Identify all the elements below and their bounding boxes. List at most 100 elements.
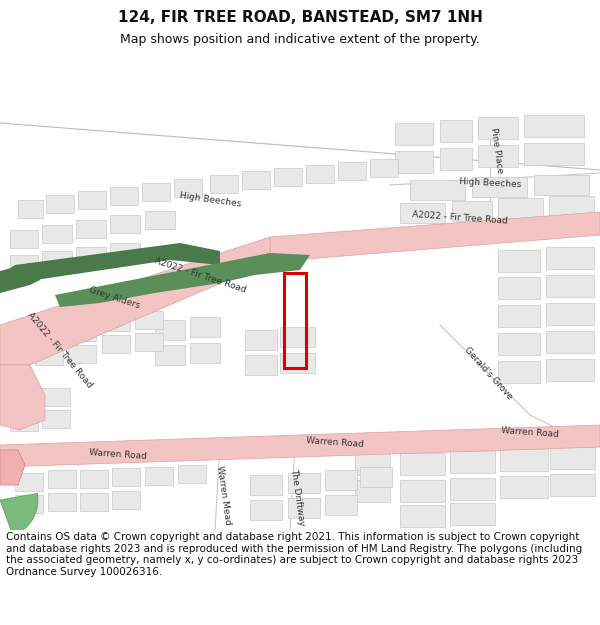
Polygon shape [0,425,600,467]
Bar [10,390,38,408]
Bar [35,347,63,365]
Polygon shape [0,237,270,365]
Bar [242,171,270,189]
Bar [174,179,202,197]
Polygon shape [0,243,220,293]
Bar [80,493,108,511]
Bar [80,470,108,488]
Bar [524,115,584,137]
Bar [400,505,445,527]
Bar [274,168,302,186]
Bar [18,200,43,218]
Bar [546,303,594,325]
Text: A2022 - Fir Tree Road: A2022 - Fir Tree Road [26,311,94,389]
Bar [42,410,70,428]
Text: Warren Road: Warren Road [89,449,147,461]
Text: Gerald's Grove: Gerald's Grove [462,345,514,401]
Bar [450,451,495,473]
Bar [355,480,390,502]
Bar [42,251,72,269]
Bar [110,187,138,205]
Text: Warren Mead: Warren Mead [215,465,233,525]
Bar [440,120,472,142]
Text: A2022 - Fir Tree Road: A2022 - Fir Tree Road [153,256,247,294]
Bar [48,470,76,488]
Bar [400,453,445,475]
Bar [550,447,595,469]
Bar [250,475,282,495]
Bar [245,330,277,350]
Bar [48,493,76,511]
Text: Warren Road: Warren Road [306,436,364,449]
Bar [500,449,548,471]
Bar [15,495,43,513]
Bar [400,203,445,223]
Bar [546,247,594,269]
Bar [210,175,238,193]
Bar [370,159,398,177]
Bar [534,175,589,195]
Bar [102,313,130,331]
Bar [142,183,170,201]
Bar [250,500,282,520]
Bar [498,305,540,327]
Text: Pine Place: Pine Place [490,126,505,174]
Bar [498,277,540,299]
Bar [112,468,140,486]
Polygon shape [0,450,25,485]
Bar [500,476,548,498]
Text: High Beeches: High Beeches [459,177,521,189]
Bar [145,211,175,229]
Bar [288,473,320,493]
Bar [549,196,594,216]
Bar [35,325,63,343]
Bar [498,333,540,355]
Text: A2022 - Fir Tree Road: A2022 - Fir Tree Road [412,210,508,226]
Bar [110,215,140,233]
Bar [325,470,357,490]
Bar [190,317,220,337]
Bar [112,491,140,509]
Bar [68,323,96,341]
Text: The Driftway: The Driftway [290,468,307,526]
Bar [46,195,74,213]
Polygon shape [270,212,600,262]
Polygon shape [0,263,40,293]
Bar [450,478,495,500]
Text: 124, FIR TREE ROAD, BANSTEAD, SM7 1NH: 124, FIR TREE ROAD, BANSTEAD, SM7 1NH [118,9,482,24]
Bar [498,198,543,218]
Bar [15,473,43,491]
Polygon shape [55,253,310,307]
Bar [450,503,495,525]
Bar [76,220,106,238]
Bar [284,273,306,368]
Bar [360,467,392,487]
Bar [498,361,540,383]
Bar [135,311,163,329]
Text: Map shows position and indicative extent of the property.: Map shows position and indicative extent… [120,32,480,46]
Bar [280,353,315,373]
Bar [10,230,38,248]
Bar [395,151,433,173]
Bar [546,331,594,353]
Bar [524,143,584,165]
Bar [478,145,518,167]
Bar [68,345,96,363]
Bar [145,467,173,485]
Bar [355,453,390,475]
Bar [280,327,315,347]
Text: Grey Alders: Grey Alders [88,286,142,311]
Bar [338,162,366,180]
Bar [440,148,472,170]
Bar [288,498,320,518]
Bar [472,177,527,197]
Bar [550,474,595,496]
Bar [325,495,357,515]
Bar [178,465,206,483]
Bar [135,333,163,351]
Bar [478,117,518,139]
Bar [102,335,130,353]
Text: Contains OS data © Crown copyright and database right 2021. This information is : Contains OS data © Crown copyright and d… [6,532,582,577]
Text: High Beeches: High Beeches [179,191,241,209]
Bar [306,165,334,183]
